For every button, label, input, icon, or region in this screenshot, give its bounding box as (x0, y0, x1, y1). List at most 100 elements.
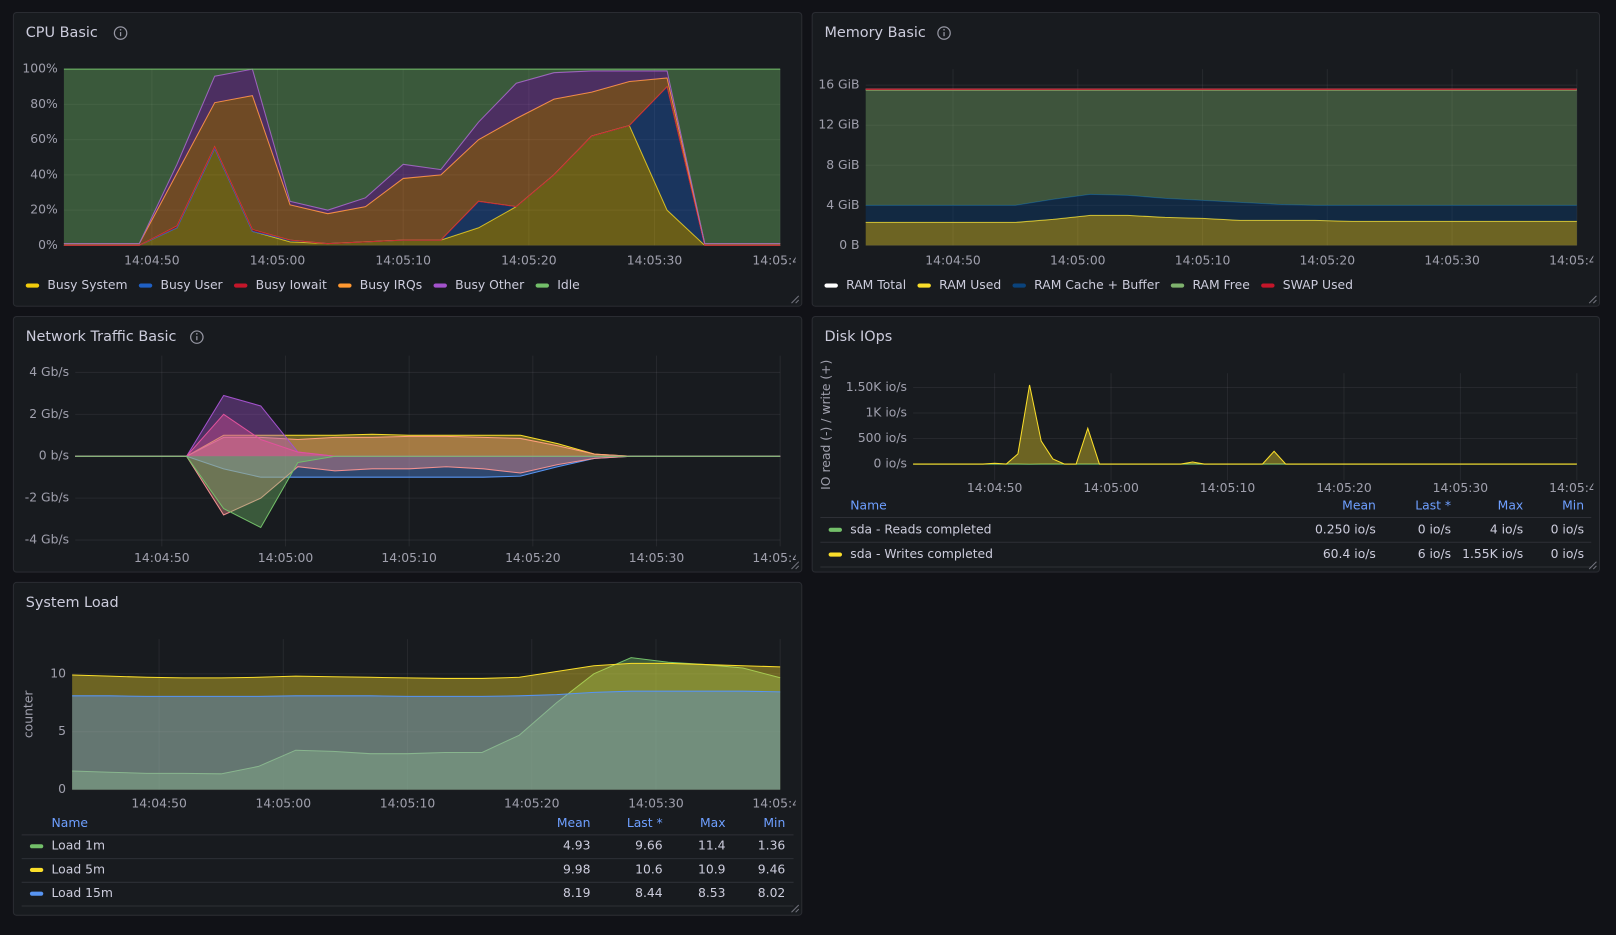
x-tick-label: 14:05:10 (1200, 481, 1256, 495)
y-axis-label: counter (21, 690, 35, 738)
series-line (72, 690, 781, 697)
area-fill (865, 90, 1577, 206)
y-tick-label: -2 Gb/s (25, 491, 69, 505)
table-cell: 0 io/s (1418, 522, 1451, 536)
y-tick-label: 5 (58, 724, 66, 738)
table-cell: 4.93 (563, 839, 591, 853)
table-cell: 10.6 (635, 862, 663, 876)
area-fill (75, 436, 781, 457)
table-cell: 9.66 (635, 839, 663, 853)
info-icon (119, 28, 122, 31)
table-cell: 6 io/s (1418, 547, 1451, 561)
area-fill (72, 657, 781, 790)
area-fill (75, 456, 781, 528)
legend-swatch (1170, 283, 1185, 288)
x-tick-label: 14:05:40 (752, 796, 808, 810)
panel-title: CPU Basic (26, 25, 98, 41)
y-tick-label: 4 GiB (826, 198, 859, 212)
legend-label: Load 1m (52, 839, 105, 853)
x-tick-label: 14:05:30 (1433, 481, 1489, 495)
resize-handle (1588, 561, 1597, 570)
panel-title: Network Traffic Basic (26, 329, 177, 345)
table-cell: 8.44 (635, 886, 663, 900)
series-line (865, 214, 1577, 223)
panel-background (12, 581, 803, 916)
y-tick-label: 1.50K io/s (846, 380, 907, 394)
x-tick-label: 14:04:50 (134, 551, 190, 565)
legend-swatch (828, 527, 843, 532)
series-line (63, 77, 781, 245)
y-tick-label: 100% (22, 62, 58, 76)
legend-label: Busy Iowait (256, 278, 327, 292)
table-cell: 0.250 io/s (1315, 522, 1376, 536)
legend-swatch (828, 552, 843, 557)
legend-label: RAM Free (1192, 278, 1249, 292)
legend-label: Busy User (160, 278, 223, 292)
resize-handle (791, 904, 800, 913)
legend-swatch (25, 283, 40, 288)
area-fill (72, 663, 781, 790)
clipped-area: 14:04:50 14:05:00 14:05:10 14:05:20 14:05:30… (124, 253, 796, 267)
table-cell: 10.9 (698, 862, 726, 876)
legend-label: Load 5m (52, 862, 105, 876)
x-tick-label: 14:05:10 (375, 253, 431, 267)
resize-handle (1588, 295, 1597, 304)
x-tick-label: 14:05:30 (629, 551, 685, 565)
y-tick-label: 12 GiB (818, 118, 859, 132)
legend-swatch (29, 844, 44, 849)
legend-label: sda - Reads completed (850, 522, 991, 536)
table-cell: 11.4 (698, 839, 726, 853)
legend-swatch (433, 283, 447, 288)
table-cell: 4 io/s (1490, 522, 1523, 536)
legend-label: sda - Writes completed (850, 547, 993, 561)
legend-label: RAM Cache + Buffer (1034, 278, 1160, 292)
y-tick-label: 20% (30, 203, 58, 217)
panel: System Load 14:04:50 14:05:00 14:05:10 14:05… (12, 581, 808, 916)
clipped-area: 14:04:50 14:05:00 14:05:10 14:05:20 14:05:30… (134, 551, 796, 565)
table-header: Max (700, 816, 726, 830)
clipped-area: 14:04:50 14:05:00 14:05:10 14:05:20 14:05:30… (967, 481, 1605, 495)
panel-background (811, 316, 1601, 573)
y-tick-label: 8 GiB (826, 158, 859, 172)
legend-label: Busy IRQs (360, 278, 422, 292)
x-tick-label: 14:05:30 (1424, 253, 1480, 267)
y-tick-label: 0 b/s (39, 449, 69, 463)
y-axis-label: IO read (-) / write (+) (819, 360, 833, 490)
table-header: Name (850, 499, 886, 513)
table-header: Last * (1415, 499, 1451, 513)
x-tick-label: 14:05:40 (1549, 481, 1605, 495)
table-cell: 1.36 (758, 839, 786, 853)
panel: Memory Basic 14:04:50 14:05:00 14:05:10 14:0… (811, 11, 1601, 307)
panel: CPU Basic 14:04:50 14:05:00 14:05:10 14:05:2… (12, 11, 803, 307)
y-tick-label: 40% (30, 167, 58, 181)
panel-title: Memory Basic (824, 25, 925, 41)
y-tick-label: 0% (38, 238, 58, 252)
area-fill (75, 434, 781, 457)
table-cell: 8.02 (758, 886, 786, 900)
x-tick-label: 14:05:00 (1083, 481, 1139, 495)
x-tick-label: 14:05:10 (1175, 253, 1231, 267)
resize-handle (791, 295, 800, 304)
y-tick-label: 2 Gb/s (29, 407, 69, 421)
x-tick-label: 14:05:20 (1316, 481, 1372, 495)
series-line (63, 85, 781, 246)
x-tick-label: 14:05:30 (628, 796, 684, 810)
series-line (63, 68, 781, 245)
resize-handle (791, 561, 800, 570)
legend-label: RAM Used (939, 278, 1001, 292)
y-tick-label: 80% (30, 97, 58, 111)
area-fill (72, 691, 781, 790)
legend-label: Load 15m (52, 886, 113, 900)
series-line (75, 455, 781, 529)
series-line (72, 657, 781, 775)
legend-swatch (233, 283, 248, 288)
table-cell: 8.53 (698, 886, 726, 900)
legend-label: RAM Total (846, 278, 906, 292)
y-tick-label: 10 (50, 666, 66, 680)
area-fill (75, 414, 781, 457)
table-cell: 8.19 (563, 886, 591, 900)
clipped-area: 14:04:50 14:05:00 14:05:10 14:05:20 14:05:30… (925, 253, 1593, 267)
series-line (72, 662, 781, 679)
clipped-area: 14:04:50 14:05:00 14:05:10 14:05:20 14:05:30… (131, 796, 808, 810)
